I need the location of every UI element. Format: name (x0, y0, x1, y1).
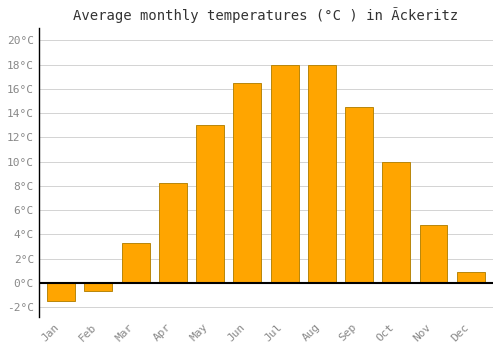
Bar (122, 243, 150, 283)
Title: Average monthly temperatures (°C ) in Ãckeritz: Average monthly temperatures (°C ) in Ãc… (74, 7, 458, 23)
Bar (234, 83, 262, 283)
Bar (159, 183, 187, 283)
Bar (457, 272, 484, 283)
Bar (84, 283, 112, 291)
Bar (420, 225, 448, 283)
Bar (345, 107, 373, 283)
Bar (382, 162, 410, 283)
Bar (196, 125, 224, 283)
Bar (47, 283, 75, 301)
Bar (270, 65, 298, 283)
Bar (308, 65, 336, 283)
